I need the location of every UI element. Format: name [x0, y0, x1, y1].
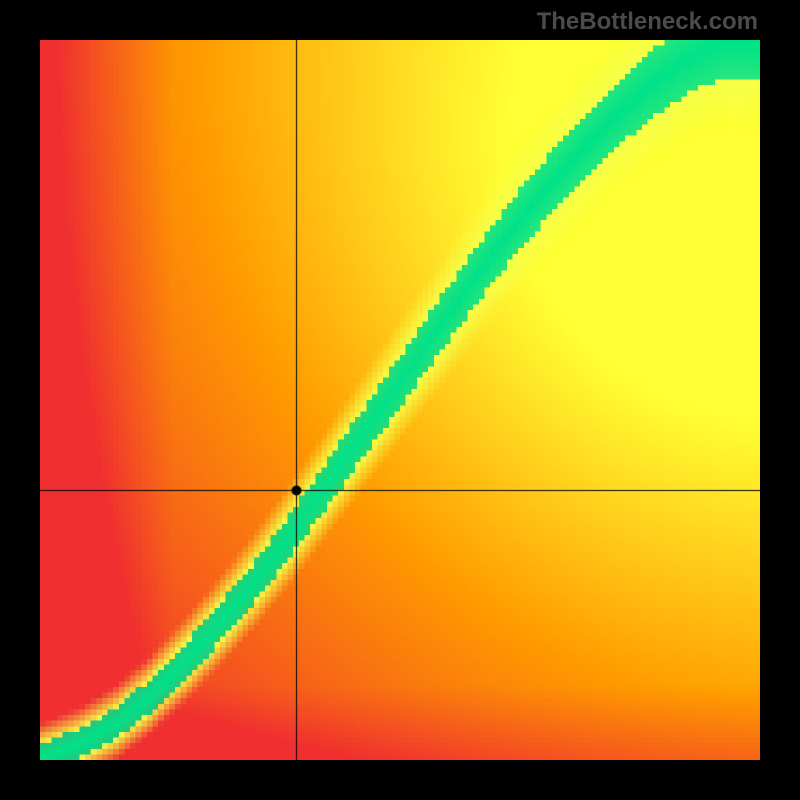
- crosshair-overlay: [40, 40, 760, 760]
- chart-container: TheBottleneck.com: [0, 0, 800, 800]
- attribution-label: TheBottleneck.com: [537, 8, 758, 36]
